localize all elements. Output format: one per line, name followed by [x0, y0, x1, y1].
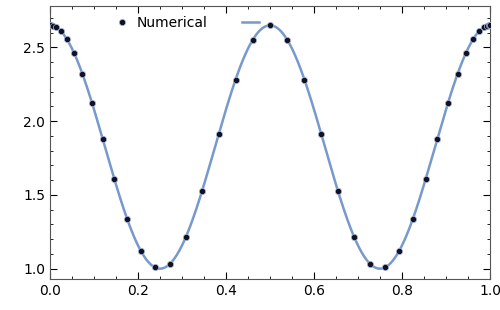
Legend: Numerical,   : Numerical,: [114, 16, 273, 30]
